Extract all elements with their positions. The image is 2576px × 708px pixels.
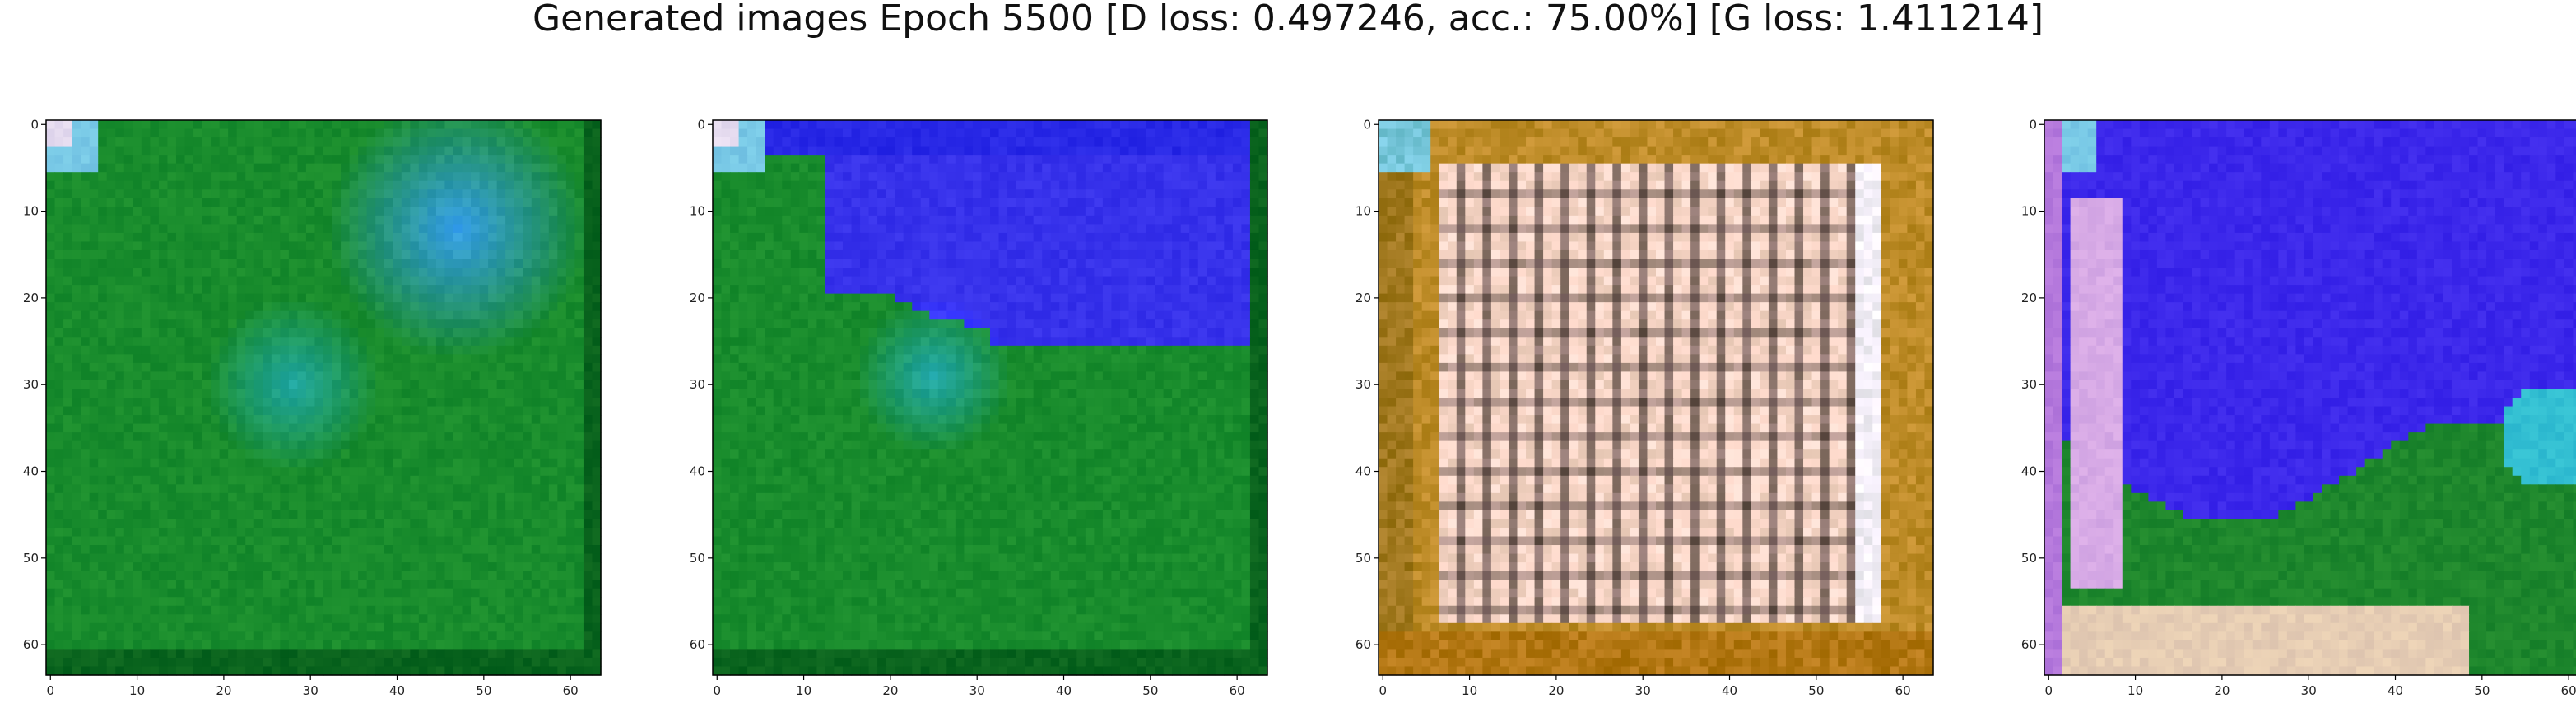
x-tick-label: 40	[1056, 683, 1072, 698]
x-tick-label: 60	[1230, 683, 1245, 698]
y-tick-label: 0	[697, 117, 705, 132]
x-tick-label: 10	[796, 683, 811, 698]
image-panel-2: 0 0 10 10 20 20 30 30 40 40 50 50 60 60	[688, 120, 1267, 708]
x-tick-label: 20	[1548, 683, 1564, 698]
y-tick-label: 20	[23, 291, 39, 305]
y-tick-label: 30	[23, 377, 39, 392]
y-tick-label: 0	[30, 117, 39, 132]
figure-title: Generated images Epoch 5500 [D loss: 0.4…	[0, 0, 2576, 38]
x-tick-label: 40	[1722, 683, 1737, 698]
y-tick-label: 40	[1355, 464, 1371, 479]
image-pixels	[46, 120, 602, 676]
y-tick-label: 60	[1355, 637, 1371, 652]
x-tick-label: 10	[1462, 683, 1477, 698]
y-tick-label: 30	[690, 377, 705, 392]
x-tick-label: 20	[216, 683, 231, 698]
x-tick-label: 40	[389, 683, 405, 698]
x-tick-label: 50	[476, 683, 491, 698]
y-tick-label: 60	[2021, 637, 2037, 652]
y-tick-label: 20	[1355, 291, 1371, 305]
y-tick-label: 60	[23, 637, 39, 652]
x-tick-label: 0	[46, 683, 54, 698]
image-panel-3: 0 0 10 10 20 20 30 30 40 40 50 50 60 60	[1354, 120, 1933, 708]
image-pixels	[2044, 120, 2576, 676]
x-tick-label: 20	[2214, 683, 2230, 698]
x-tick-label: 30	[969, 683, 985, 698]
image-pixels	[1379, 120, 1934, 676]
y-tick-label: 50	[23, 551, 39, 566]
y-tick-label: 30	[2021, 377, 2037, 392]
y-tick-label: 10	[1355, 204, 1371, 219]
x-tick-label: 50	[2474, 683, 2490, 698]
x-tick-label: 60	[563, 683, 579, 698]
y-tick-label: 60	[690, 637, 705, 652]
x-tick-label: 30	[303, 683, 319, 698]
x-tick-label: 30	[1635, 683, 1651, 698]
image-pixels	[713, 120, 1268, 676]
y-tick-label: 50	[1355, 551, 1371, 566]
y-tick-label: 50	[690, 551, 705, 566]
x-tick-label: 60	[1895, 683, 1911, 698]
x-tick-label: 0	[713, 683, 721, 698]
x-tick-label: 20	[882, 683, 898, 698]
x-tick-label: 50	[1808, 683, 1824, 698]
y-tick-label: 0	[2029, 117, 2037, 132]
image-panel-1: 0 0 10 10 20 20 30 30 40 40 50 50 60 60	[21, 120, 601, 708]
x-tick-label: 60	[2561, 683, 2576, 698]
y-tick-label: 40	[690, 464, 705, 479]
y-tick-label: 20	[690, 291, 705, 305]
x-tick-label: 10	[129, 683, 145, 698]
x-tick-label: 30	[2301, 683, 2317, 698]
x-tick-label: 40	[2388, 683, 2403, 698]
y-tick-label: 10	[690, 204, 705, 219]
x-tick-label: 50	[1142, 683, 1158, 698]
x-tick-label: 0	[2044, 683, 2053, 698]
y-tick-label: 10	[23, 204, 39, 219]
x-tick-label: 10	[2127, 683, 2143, 698]
y-tick-label: 40	[2021, 464, 2037, 479]
x-tick-label: 0	[1379, 683, 1387, 698]
y-tick-label: 20	[2021, 291, 2037, 305]
image-panel-4: 0 0 10 10 20 20 30 30 40 40 50 50 60 60	[2020, 120, 2576, 708]
y-tick-label: 10	[2021, 204, 2037, 219]
y-tick-label: 0	[1363, 117, 1371, 132]
y-tick-label: 40	[23, 464, 39, 479]
y-tick-label: 50	[2021, 551, 2037, 566]
y-tick-label: 30	[1355, 377, 1371, 392]
